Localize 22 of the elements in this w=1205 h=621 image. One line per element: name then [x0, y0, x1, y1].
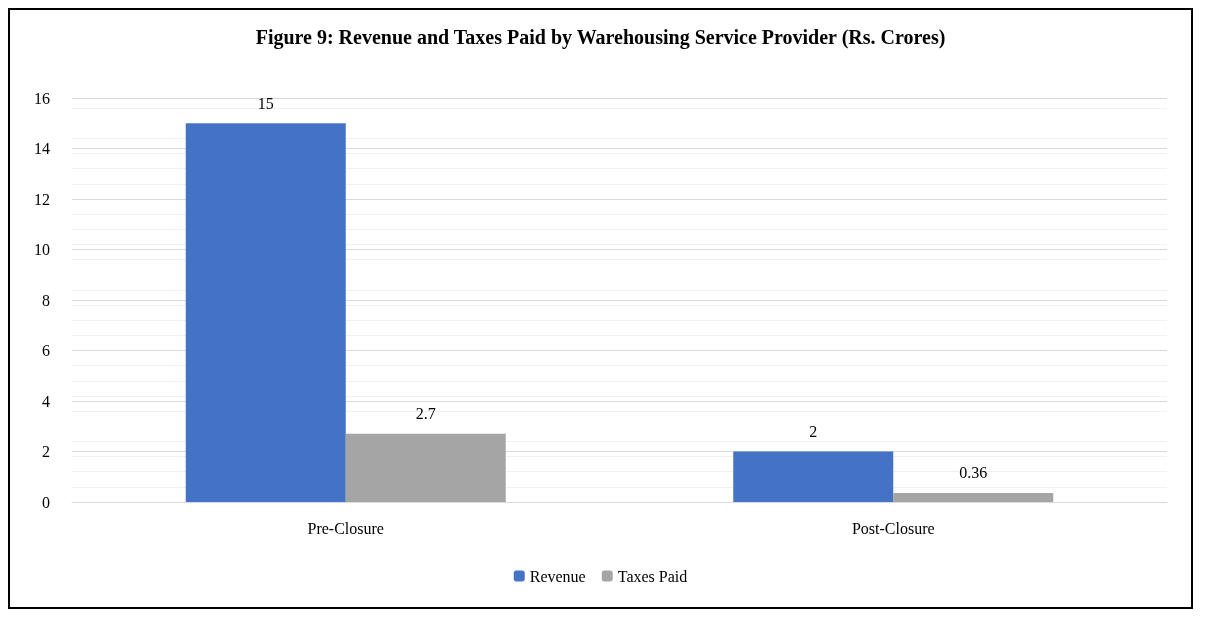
data-label: 2	[809, 423, 818, 440]
y-tick-label: 2	[42, 443, 50, 460]
bar	[893, 492, 1054, 502]
chart-title: Figure 9: Revenue and Taxes Paid by Warehousing Service Provider (Rs. Crores)	[255, 26, 946, 49]
y-tick-label: 14	[34, 140, 50, 157]
data-label: 15	[257, 94, 274, 112]
x-tick-label: Post-Closure	[851, 519, 935, 537]
data-label: 0.36	[959, 464, 988, 482]
legend-label: Revenue	[529, 567, 586, 585]
y-tick-label: 4	[42, 392, 50, 410]
bar	[185, 123, 346, 502]
y-tick-label: 16	[34, 89, 50, 107]
y-tick-label: 12	[34, 190, 50, 208]
data-label: 2.7	[415, 405, 436, 423]
y-tick-label: 6	[42, 342, 50, 359]
x-tick-label: Pre-Closure	[307, 519, 384, 537]
legend-label: Taxes Paid	[617, 567, 688, 585]
y-tick-label: 0	[42, 493, 50, 511]
y-tick-label: 10	[34, 241, 50, 258]
y-tick-label: 8	[42, 291, 50, 309]
bar	[733, 451, 894, 502]
bar	[345, 433, 506, 502]
